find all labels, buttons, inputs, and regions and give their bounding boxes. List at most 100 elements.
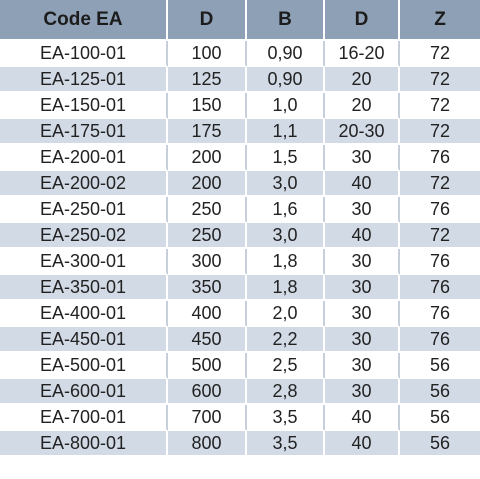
table-row: EA-800-01 800 3,5 40 56 — [0, 431, 480, 457]
cell-z: 72 — [400, 93, 480, 119]
table-row: EA-600-01 600 2,8 30 56 — [0, 379, 480, 405]
cell-b: 1,8 — [247, 275, 325, 301]
cell-z: 76 — [400, 275, 480, 301]
table-header: Code EA D B D Z — [0, 0, 480, 41]
table-row: EA-175-01 175 1,1 20-30 72 — [0, 119, 480, 145]
cell-diameter: 500 — [168, 353, 247, 379]
cell-d: 20-30 — [325, 119, 400, 145]
cell-diameter: 200 — [168, 145, 247, 171]
cell-b: 1,0 — [247, 93, 325, 119]
cell-b: 3,5 — [247, 405, 325, 431]
cell-z: 56 — [400, 431, 480, 457]
cell-diameter: 700 — [168, 405, 247, 431]
cell-d: 30 — [325, 145, 400, 171]
cell-diameter: 250 — [168, 223, 247, 249]
table-row: EA-250-01 250 1,6 30 76 — [0, 197, 480, 223]
cell-code: EA-175-01 — [0, 119, 168, 145]
cell-code: EA-150-01 — [0, 93, 168, 119]
table-row: EA-200-02 200 3,0 40 72 — [0, 171, 480, 197]
cell-code: EA-400-01 — [0, 301, 168, 327]
cell-z: 56 — [400, 379, 480, 405]
cell-code: EA-250-02 — [0, 223, 168, 249]
cell-d: 40 — [325, 405, 400, 431]
cell-d: 30 — [325, 327, 400, 353]
table-row: EA-200-01 200 1,5 30 76 — [0, 145, 480, 171]
cell-d: 30 — [325, 249, 400, 275]
cell-b: 2,5 — [247, 353, 325, 379]
cell-diameter: 200 — [168, 171, 247, 197]
cell-diameter: 400 — [168, 301, 247, 327]
table-body: EA-100-01 100 0,90 16-20 72 EA-125-01 125 0,90 2… — [0, 41, 480, 457]
cell-d: 30 — [325, 301, 400, 327]
cell-b: 3,0 — [247, 223, 325, 249]
cell-diameter: 600 — [168, 379, 247, 405]
cell-diameter: 150 — [168, 93, 247, 119]
cell-diameter: 250 — [168, 197, 247, 223]
cell-diameter: 450 — [168, 327, 247, 353]
cell-b: 0,90 — [247, 41, 325, 67]
table-row: EA-350-01 350 1,8 30 76 — [0, 275, 480, 301]
cell-code: EA-200-02 — [0, 171, 168, 197]
cell-z: 56 — [400, 353, 480, 379]
cell-code: EA-200-01 — [0, 145, 168, 171]
cell-d: 40 — [325, 223, 400, 249]
cell-diameter: 800 — [168, 431, 247, 457]
cell-code: EA-100-01 — [0, 41, 168, 67]
cell-b: 1,8 — [247, 249, 325, 275]
table-row: EA-250-02 250 3,0 40 72 — [0, 223, 480, 249]
cell-d: 20 — [325, 67, 400, 93]
cell-d: 30 — [325, 379, 400, 405]
cell-b: 0,90 — [247, 67, 325, 93]
spec-table: Code EA D B D Z EA-100-01 100 0,90 16-20 72 E… — [0, 0, 480, 457]
cell-z: 76 — [400, 301, 480, 327]
cell-z: 56 — [400, 405, 480, 431]
cell-z: 76 — [400, 249, 480, 275]
cell-z: 72 — [400, 67, 480, 93]
cell-b: 1,1 — [247, 119, 325, 145]
cell-b: 1,6 — [247, 197, 325, 223]
cell-d: 40 — [325, 171, 400, 197]
cell-diameter: 350 — [168, 275, 247, 301]
table-row: EA-150-01 150 1,0 20 72 — [0, 93, 480, 119]
cell-z: 72 — [400, 119, 480, 145]
header-diameter: D — [168, 0, 247, 41]
cell-diameter: 100 — [168, 41, 247, 67]
cell-b: 2,2 — [247, 327, 325, 353]
table-row: EA-125-01 125 0,90 20 72 — [0, 67, 480, 93]
table-row: EA-500-01 500 2,5 30 56 — [0, 353, 480, 379]
cell-code: EA-800-01 — [0, 431, 168, 457]
cell-z: 76 — [400, 327, 480, 353]
header-row: Code EA D B D Z — [0, 0, 480, 41]
table-row: EA-700-01 700 3,5 40 56 — [0, 405, 480, 431]
header-z: Z — [400, 0, 480, 41]
table-row: EA-450-01 450 2,2 30 76 — [0, 327, 480, 353]
table-row: EA-400-01 400 2,0 30 76 — [0, 301, 480, 327]
cell-code: EA-450-01 — [0, 327, 168, 353]
table-row: EA-300-01 300 1,8 30 76 — [0, 249, 480, 275]
cell-z: 76 — [400, 197, 480, 223]
cell-b: 3,0 — [247, 171, 325, 197]
cell-z: 72 — [400, 223, 480, 249]
cell-code: EA-500-01 — [0, 353, 168, 379]
header-b: B — [247, 0, 325, 41]
cell-d: 30 — [325, 197, 400, 223]
cell-d: 20 — [325, 93, 400, 119]
cell-d: 30 — [325, 353, 400, 379]
cell-b: 2,8 — [247, 379, 325, 405]
cell-z: 76 — [400, 145, 480, 171]
cell-code: EA-700-01 — [0, 405, 168, 431]
header-d: D — [325, 0, 400, 41]
cell-b: 2,0 — [247, 301, 325, 327]
cell-b: 3,5 — [247, 431, 325, 457]
cell-diameter: 175 — [168, 119, 247, 145]
cell-code: EA-300-01 — [0, 249, 168, 275]
cell-code: EA-125-01 — [0, 67, 168, 93]
cell-code: EA-250-01 — [0, 197, 168, 223]
cell-d: 16-20 — [325, 41, 400, 67]
table-row: EA-100-01 100 0,90 16-20 72 — [0, 41, 480, 67]
cell-d: 30 — [325, 275, 400, 301]
cell-code: EA-350-01 — [0, 275, 168, 301]
cell-b: 1,5 — [247, 145, 325, 171]
cell-d: 40 — [325, 431, 400, 457]
cell-z: 72 — [400, 171, 480, 197]
